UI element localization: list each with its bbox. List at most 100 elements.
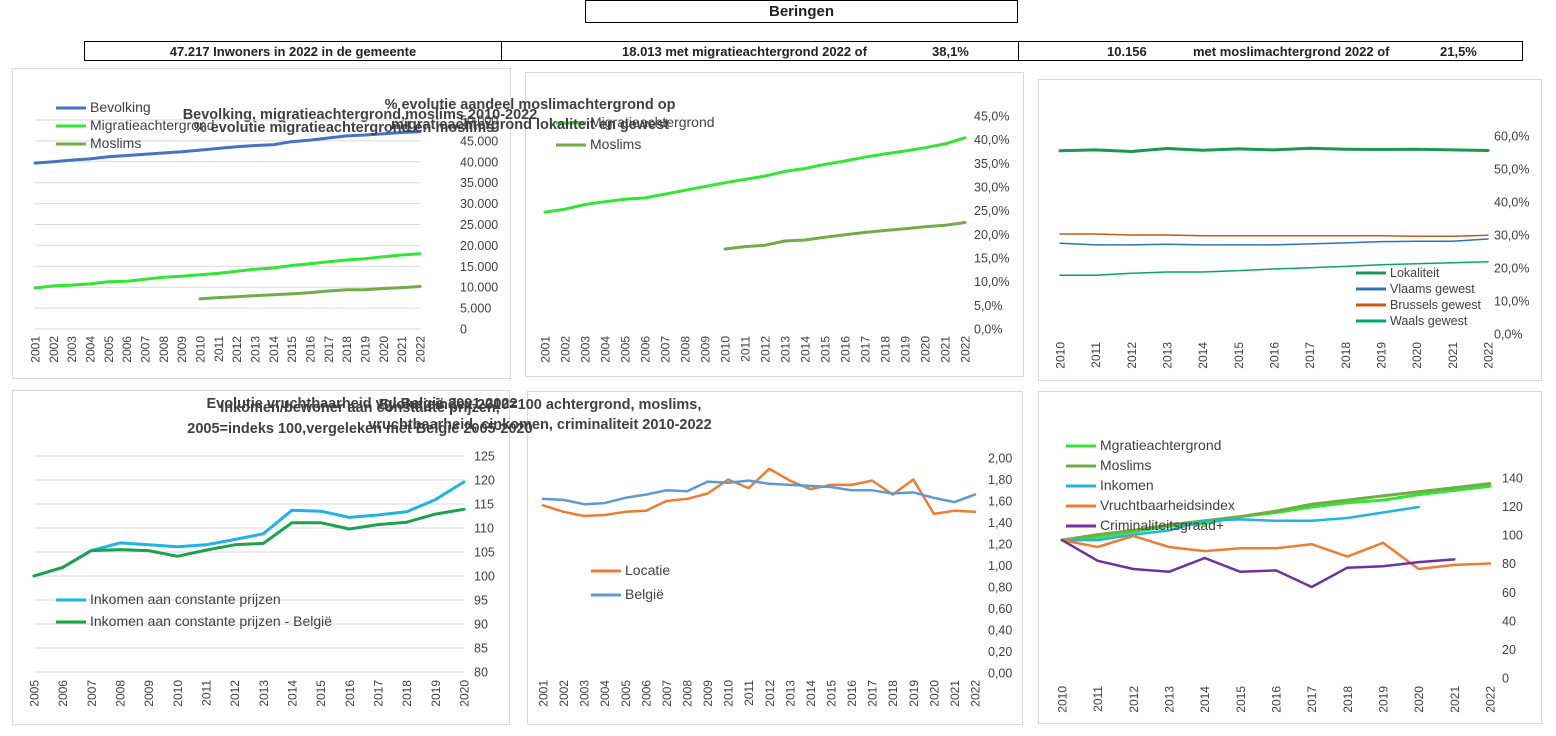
chart-panel-fertility <box>527 391 1023 725</box>
stat-population: 47.217 Inwoners in 2022 in de gemeente <box>169 43 417 59</box>
y-tick-label: 0,60 <box>988 602 1012 616</box>
x-tick-label: 2019 <box>429 680 443 707</box>
x-tick-label: 2016 <box>839 336 853 363</box>
x-tick-label: 2007 <box>85 680 99 707</box>
x-tick-label: 2020 <box>1410 342 1424 369</box>
x-tick-label: 2009 <box>142 680 156 707</box>
y-tick-label: 20.000 <box>460 239 498 253</box>
legend-label: Bevolking <box>90 99 151 115</box>
x-tick-label: 2021 <box>948 680 962 707</box>
x-tick-label: 2019 <box>359 336 373 363</box>
y-tick-label: 25,0% <box>974 204 1009 218</box>
series-line-2 <box>1059 233 1489 238</box>
y-tick-label: 50.000 <box>460 114 498 128</box>
x-tick-label: 2001 <box>29 336 43 363</box>
stat-muslim-pct: 21,5% <box>1440 43 1477 59</box>
series-line-0 <box>1058 146 1490 153</box>
x-tick-label: 2001 <box>539 336 553 363</box>
y-tick-label: 85 <box>474 642 488 656</box>
y-tick-label: 10,0% <box>974 275 1009 289</box>
chart-title: vruchtbaarheid, cinkomen, criminaliteit … <box>368 417 711 433</box>
y-tick-label: 1,80 <box>988 473 1012 487</box>
x-tick-label: 2014 <box>804 680 818 707</box>
x-tick-label: 2019 <box>899 336 913 363</box>
y-tick-label: 40 <box>1502 614 1516 628</box>
x-tick-label: 2002 <box>47 336 61 363</box>
x-tick-label: 2014 <box>267 336 281 363</box>
x-tick-label: 2021 <box>1448 686 1462 713</box>
x-tick-label: 2010 <box>171 680 185 707</box>
x-tick-label: 2014 <box>286 680 300 707</box>
chart-title: Inkomen/bewoner aan constante prijzen, <box>220 400 500 416</box>
y-tick-label: 140 <box>1502 472 1523 486</box>
x-tick-label: 2010 <box>722 680 736 707</box>
x-tick-label: 2005 <box>28 680 42 707</box>
legend-label: Inkomen aan constante prijzen - België <box>90 613 332 629</box>
x-tick-label: 2020 <box>927 680 941 707</box>
series-line-1 <box>541 479 977 506</box>
x-tick-label: 2019 <box>1375 342 1389 369</box>
legend-label: Brussels gewest <box>1390 298 1482 312</box>
y-tick-label: 10.000 <box>460 281 498 295</box>
y-tick-label: 0,00 <box>988 667 1012 681</box>
x-tick-label: 2018 <box>340 336 354 363</box>
x-tick-label: 2007 <box>660 680 674 707</box>
chart-panel-evolution-index <box>1038 391 1542 724</box>
chart-panel-income <box>12 390 510 725</box>
x-tick-label: 2017 <box>859 336 873 363</box>
x-tick-label: 2012 <box>763 680 777 707</box>
x-tick-label: 2013 <box>783 680 797 707</box>
x-tick-label: 2012 <box>228 680 242 707</box>
chart-title: 2005=indeks 100,vergeleken met België 20… <box>187 421 532 437</box>
x-tick-label: 2016 <box>1268 342 1282 369</box>
chart-title: Evolutieindex 2010=100 achtergrond, mosl… <box>379 397 702 413</box>
x-tick-label: 2014 <box>1198 686 1212 713</box>
x-tick-label: 2018 <box>886 680 900 707</box>
chart-panel-muslim-share <box>1038 79 1542 381</box>
y-tick-label: 20 <box>1502 643 1516 657</box>
legend-label: Moslims <box>1100 457 1151 473</box>
y-tick-label: 30,0% <box>974 181 1009 195</box>
chart-title: % evolutie aandeel moslimachtergrond op <box>385 97 676 113</box>
x-tick-label: 2001 <box>537 680 551 707</box>
x-tick-label: 2022 <box>969 680 983 707</box>
y-tick-label: 5.000 <box>460 302 491 316</box>
y-tick-label: 105 <box>474 546 495 560</box>
y-tick-label: 0,80 <box>988 581 1012 595</box>
y-tick-label: 15.000 <box>460 260 498 274</box>
page-title: Beringen <box>585 0 1018 23</box>
stat-muslim-box: 10.156 met moslimachtergrond 2022 of 21,… <box>1018 41 1523 61</box>
x-tick-label: 2020 <box>1412 686 1426 713</box>
x-tick-label: 2003 <box>579 336 593 363</box>
legend-label: Migratieachtergrond <box>590 114 715 130</box>
x-tick-label: 2020 <box>377 336 391 363</box>
legend-label: Locatie <box>625 562 670 578</box>
stat-migration-box: 18.013 met migratieachtergrond 2022 of 3… <box>501 41 1019 61</box>
y-tick-label: 50,0% <box>1494 163 1529 177</box>
x-tick-label: 2012 <box>1125 342 1139 369</box>
x-tick-label: 2011 <box>1089 342 1103 368</box>
x-tick-label: 2006 <box>56 680 70 707</box>
y-tick-label: 20,0% <box>974 228 1009 242</box>
legend-label: Inkomen <box>1100 477 1154 493</box>
x-tick-label: 2011 <box>739 336 753 362</box>
x-tick-label: 2020 <box>458 680 472 707</box>
x-tick-label: 2022 <box>1482 342 1496 369</box>
page-title-text: Beringen <box>768 3 834 20</box>
x-tick-label: 2016 <box>845 680 859 707</box>
x-tick-label: 2010 <box>1054 342 1068 369</box>
y-tick-label: 60,0% <box>1494 130 1529 144</box>
series-line-1 <box>33 252 422 290</box>
x-tick-label: 2021 <box>939 336 953 363</box>
legend-label: Waals gewest <box>1390 314 1468 328</box>
x-tick-label: 2017 <box>866 680 880 707</box>
series-line-0 <box>541 467 977 518</box>
series-line-1 <box>1060 482 1492 542</box>
x-tick-label: 2008 <box>681 680 695 707</box>
series-line-1 <box>1059 238 1489 246</box>
y-tick-label: 20,0% <box>1494 262 1529 276</box>
series-line-4 <box>1060 538 1456 589</box>
x-tick-label: 2004 <box>599 336 613 363</box>
y-tick-label: 30.000 <box>460 197 498 211</box>
